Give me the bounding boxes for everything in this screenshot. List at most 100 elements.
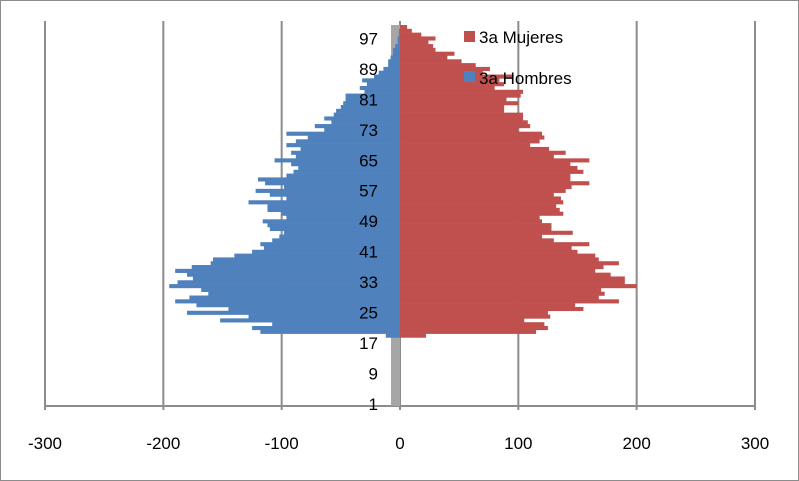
bar-mujeres-age-38 [400,261,619,266]
y-tick-label: 57 [359,182,378,201]
bar-mujeres-age-67 [400,150,566,155]
bar-mujeres-age-32 [400,284,637,289]
y-tick-label: 41 [359,243,378,262]
bar-hombres-age-57 [255,188,400,193]
bar-hombres-age-77 [333,112,400,117]
y-tick-label: 49 [359,212,378,231]
bar-mujeres-age-62 [400,169,584,174]
bar-mujeres-age-83 [400,89,524,94]
bar-hombres-age-58 [284,185,400,190]
bar-hombres-age-97 [397,36,400,41]
bar-mujeres-age-48 [400,223,552,228]
bar-hombres-age-59 [265,181,400,186]
bar-mujeres-age-68 [400,146,550,152]
x-tick-label: 300 [741,434,769,453]
bar-hombres-age-91 [388,59,400,64]
bar-mujeres-age-28 [400,299,619,304]
bar-hombres-age-34 [192,276,400,281]
x-tick-label: -300 [28,434,62,453]
bar-mujeres-age-20 [400,329,537,334]
bar-mujeres-age-72 [400,131,542,136]
bar-hombres-age-50 [286,215,400,220]
bar-hombres-age-99 [398,28,400,33]
bar-mujeres-age-34 [400,276,625,281]
bar-hombres-age-23 [220,318,400,323]
bar-mujeres-age-52 [400,207,560,212]
bar-mujeres-age-31 [400,287,602,292]
bar-mujeres-age-73 [400,127,519,132]
bar-hombres-age-38 [210,261,400,266]
y-tick-label: 17 [359,334,378,353]
bar-hombres-age-60 [258,177,400,182]
bar-hombres-age-31 [201,287,400,292]
legend-swatch-hombres [464,71,475,82]
bar-hombres-age-40 [234,253,400,258]
legend-swatch-mujeres [464,31,475,42]
bar-mujeres-age-77 [400,112,524,117]
bar-mujeres-age-29 [400,295,599,300]
bar-mujeres-age-53 [400,204,557,209]
bar-hombres-age-48 [267,223,400,228]
bar-hombres-age-84 [359,85,400,91]
bar-mujeres-age-30 [400,291,605,296]
bar-hombres-age-66 [295,154,400,159]
bar-hombres-age-19 [385,333,400,338]
bar-mujeres-age-46 [400,230,573,235]
bar-hombres-age-42 [263,245,400,251]
y-tick-labels: 1 9 17 25 33 41 49 57 65 73 81 89 97 [359,29,378,414]
bar-hombres-age-63 [298,165,400,171]
bar-mujeres-age-84 [400,85,495,91]
bar-hombres-age-70 [295,139,400,144]
bar-hombres-age-78 [336,108,400,113]
y-tick-label: 81 [359,90,378,109]
bar-hombres-age-52 [267,207,400,212]
bar-mujeres-age-61 [400,173,571,178]
bar-hombres-age-24 [248,314,400,319]
bar-mujeres-age-45 [400,234,542,239]
y-tick-label: 73 [359,121,378,140]
y-tick-label: 65 [359,151,378,170]
bar-mujeres-age-37 [400,265,604,270]
bar-hombres-age-56 [269,192,400,197]
bar-mujeres-age-70 [400,139,540,144]
bar-hombres-age-32 [169,284,400,289]
bar-mujeres-age-54 [400,200,564,205]
bar-hombres-age-21 [252,325,400,331]
bar-hombres-age-96 [397,40,400,45]
bar-mujeres-age-64 [400,162,571,167]
y-tick-label: 97 [359,29,378,48]
bar-hombres-age-45 [279,234,400,239]
bar-hombres-age-83 [364,89,400,94]
bar-hombres-age-79 [340,105,400,110]
bar-mujeres-age-22 [400,322,545,327]
bar-hombres-age-30 [208,291,400,296]
bar-hombres-age-64 [291,162,400,167]
bar-mujeres-age-100 [400,25,408,30]
bar-hombres-age-36 [175,268,400,273]
bar-hombres-age-20 [260,329,400,334]
bar-mujeres-age-65 [400,158,590,163]
bar-mujeres-age-66 [400,154,554,159]
bar-hombres-age-62 [293,169,400,174]
bar-hombres-age-35 [187,272,400,277]
bar-hombres-age-44 [272,238,400,243]
bar-hombres-age-92 [390,55,400,60]
bar-mujeres-age-56 [400,192,554,197]
bar-mujeres-age-92 [400,55,448,60]
bar-hombres-age-90 [388,63,400,68]
bar-mujeres-age-63 [400,165,578,171]
bar-mujeres-age-97 [400,36,436,41]
x-tick-label: -200 [146,434,180,453]
bar-mujeres-age-33 [400,280,625,285]
x-tick-label: 100 [504,434,532,453]
legend: 3a Mujeres 3a Hombres [464,28,572,88]
bar-hombres-age-94 [392,47,400,52]
bar-mujeres-age-57 [400,188,566,193]
bar-mujeres-age-27 [400,303,576,308]
bar-mujeres-age-50 [400,215,540,220]
bar-mujeres-age-71 [400,135,545,140]
bar-mujeres-age-39 [400,257,599,262]
bar-hombres-age-69 [286,143,400,148]
bar-hombres-age-72 [286,131,400,136]
bar-hombres-age-53 [267,204,400,209]
